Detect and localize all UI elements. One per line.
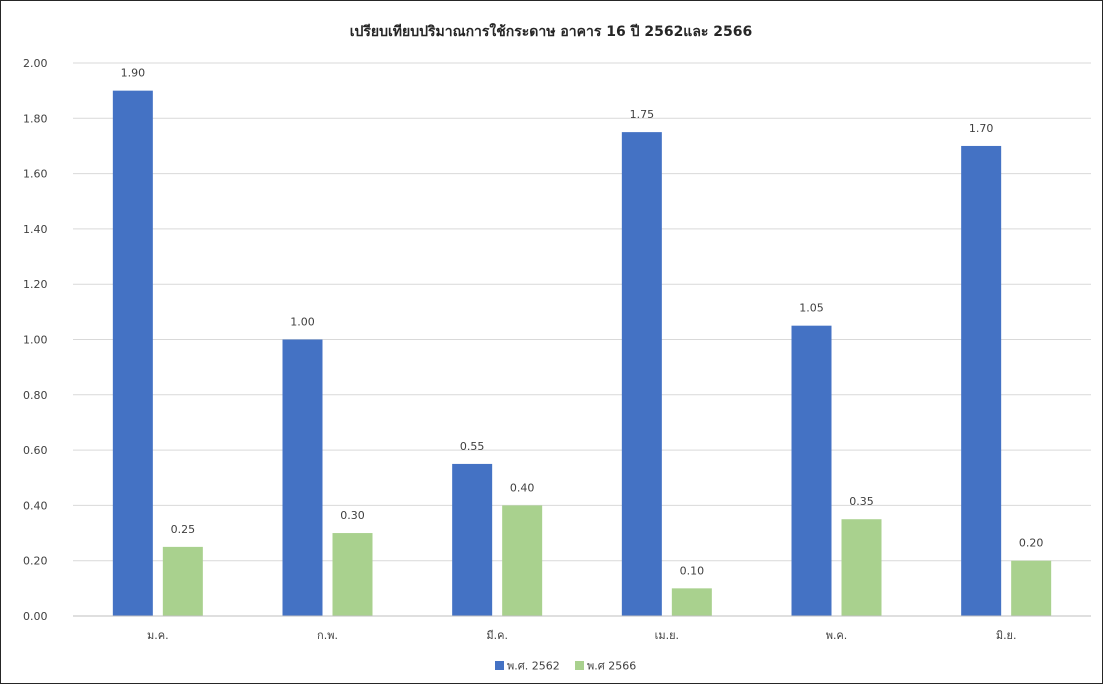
data-label: 1.75 [630,108,655,121]
legend-swatch [495,661,504,670]
legend-swatch [575,661,584,670]
data-label: 0.40 [510,481,535,494]
gridlines [73,62,1091,562]
data-label: 0.30 [340,509,365,522]
data-label: 1.70 [969,122,994,135]
bar-series-2 [1011,560,1052,616]
data-label: 1.05 [799,302,824,315]
data-label: 1.00 [290,316,315,329]
bar-series-1 [961,145,1002,616]
data-label: 0.25 [171,523,196,536]
bar-series-2 [671,588,712,616]
y-tick-label: 1.80 [23,112,48,125]
data-label: 0.55 [460,440,485,453]
legend-label: พ.ศ 2566 [587,660,636,673]
y-tick-label: 1.00 [23,334,48,347]
bar-series-1 [282,339,323,616]
y-tick-label: 1.20 [23,278,48,291]
x-category-label: มิ.ย. [996,629,1017,642]
bar-series-2 [502,505,543,616]
bar-series-2 [841,519,882,616]
data-label: 0.35 [849,495,874,508]
chart-title: เปรียบเทียบปริมาณการใช้กระดาษ อาคาร 16 ป… [350,22,753,40]
data-labels: 1.90 0.25 1.00 0.30 0.55 0.40 1.75 0.10 1.05 0.35… [121,67,1044,578]
data-label: 1.90 [121,67,146,80]
y-tick-label: 1.60 [23,168,48,181]
x-category-label: ม.ค. [147,629,169,642]
x-category-label: มี.ค. [486,629,508,642]
y-tick-label: 0.00 [23,610,48,623]
y-tick-label: 0.40 [23,499,48,512]
data-label: 0.20 [1019,537,1044,550]
bar-series-1 [112,90,153,616]
bars [112,90,1052,616]
y-axis-tick-labels: 0.00 0.20 0.40 0.60 0.80 1.00 1.20 1.40 1.60 1.80… [23,57,48,623]
data-label: 0.10 [680,564,705,577]
bar-series-2 [162,546,203,616]
bar-series-1 [791,325,832,616]
bar-series-1 [621,132,662,616]
x-axis-category-labels: ม.ค. ก.พ. มี.ค. เม.ย. พ.ค. มิ.ย. [147,629,1016,642]
legend-label: พ.ศ. 2562 [507,660,560,673]
x-category-label: พ.ค. [826,629,848,642]
y-tick-label: 0.80 [23,389,48,402]
bar-series-2 [332,533,373,616]
y-tick-label: 1.40 [23,223,48,236]
y-tick-label: 2.00 [23,57,48,70]
x-category-label: ก.พ. [317,629,338,642]
bar-series-1 [452,463,493,616]
y-tick-label: 0.60 [23,444,48,457]
x-category-label: เม.ย. [655,629,679,642]
y-tick-label: 0.20 [23,555,48,568]
legend: พ.ศ. 2562 พ.ศ 2566 [495,660,636,673]
